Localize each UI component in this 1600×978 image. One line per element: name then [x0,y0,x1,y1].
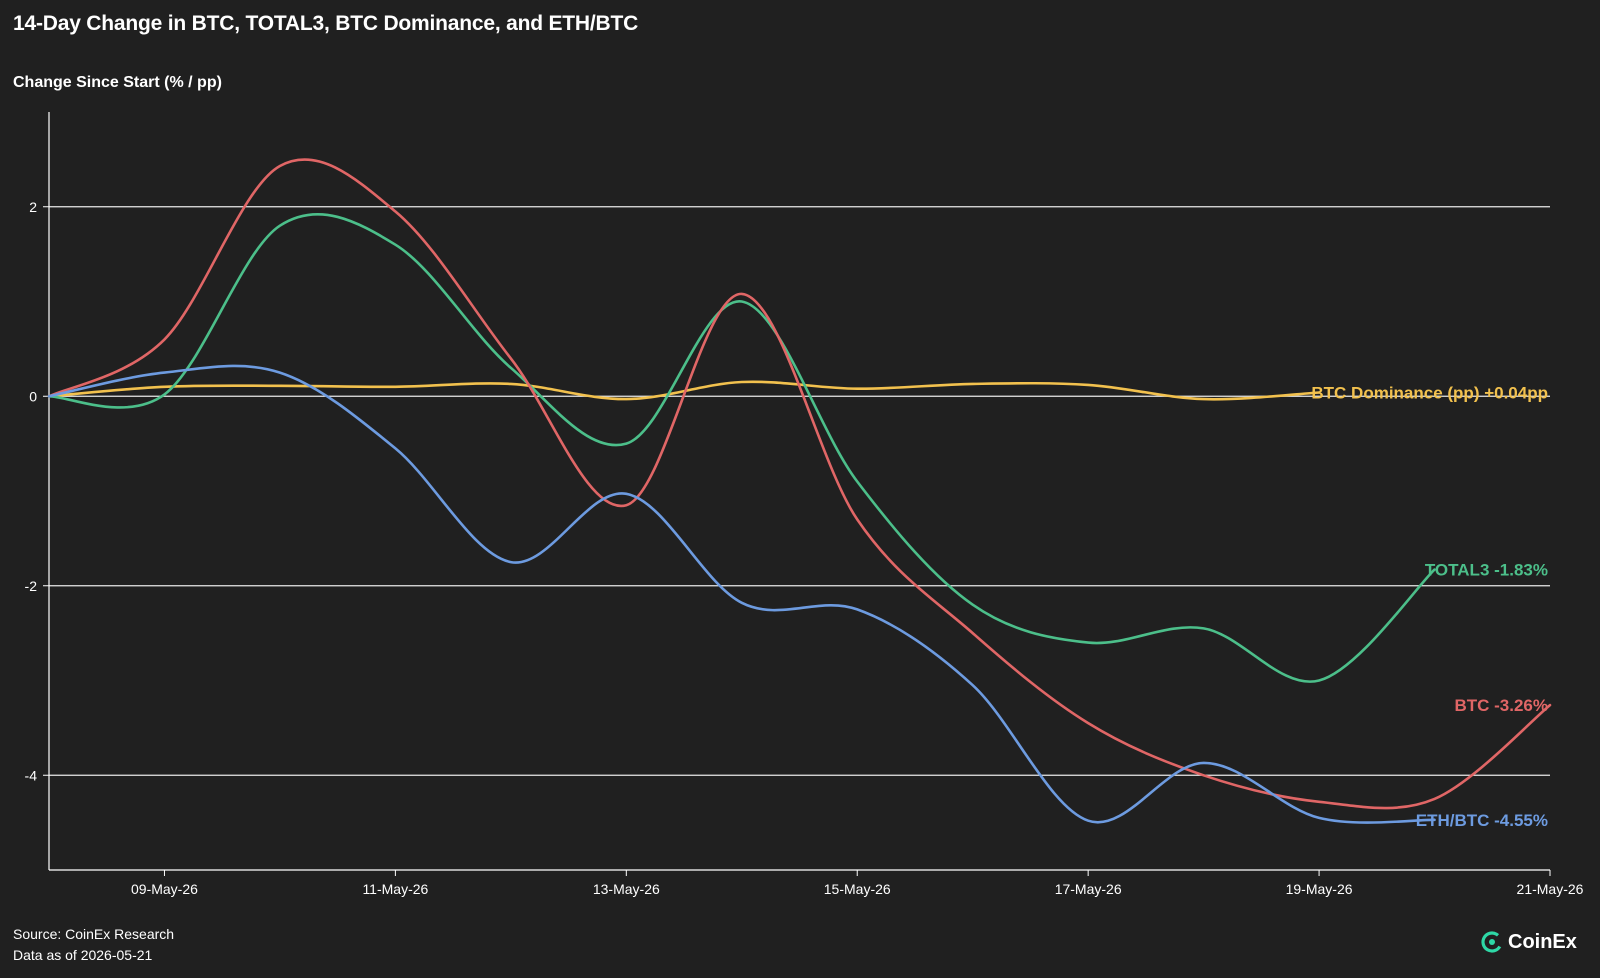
x-tick-label: 19-May-26 [1286,881,1353,897]
brand-logo: CoinEx [1480,930,1577,954]
chart-title: 14-Day Change in BTC, TOTAL3, BTC Domina… [13,12,639,35]
series-line-total3 [47,212,1436,683]
x-tick-label: 21-May-26 [1517,881,1584,897]
y-tick-label: 0 [29,388,37,404]
series-end-label: ETH/BTC -4.55% [1416,811,1548,830]
chart-footer: Source: CoinEx Research Data as of 2026-… [13,924,174,966]
y-tick-label: -2 [25,578,38,594]
x-tick-label: 09-May-26 [131,881,198,897]
gridlines [49,206,1550,776]
axes: -4 -2 0 2 09-May-26 11-May-26 13-May-26 15-May-… [25,112,1584,897]
series-end-labels: BTC Dominance (pp) +0.04pp TOTAL3 -1.83% B… [1311,383,1548,829]
source-note: Source: CoinEx Research [13,926,175,942]
series-end-label: BTC -3.26% [1454,696,1548,715]
series-end-label: TOTAL3 -1.83% [1425,561,1548,580]
brand-name: CoinEx [1508,930,1577,953]
y-tick-label: 2 [29,199,37,215]
x-tick-label: 15-May-26 [824,881,891,897]
x-tick-label: 11-May-26 [362,881,428,897]
series-lines [47,158,1552,824]
y-axis-label: Change Since Start (% / pp) [13,74,222,91]
x-tick-label: 17-May-26 [1055,881,1122,897]
series-line-eth-btc [47,364,1436,824]
data-date-note: Data as of 2026-05-21 [13,947,153,963]
coinex-logo-icon [1481,931,1503,953]
series-end-label: BTC Dominance (pp) +0.04pp [1311,383,1548,402]
series-line-btc [47,158,1552,810]
x-tick-label: 13-May-26 [593,881,660,897]
y-tick-label: -4 [25,767,38,783]
